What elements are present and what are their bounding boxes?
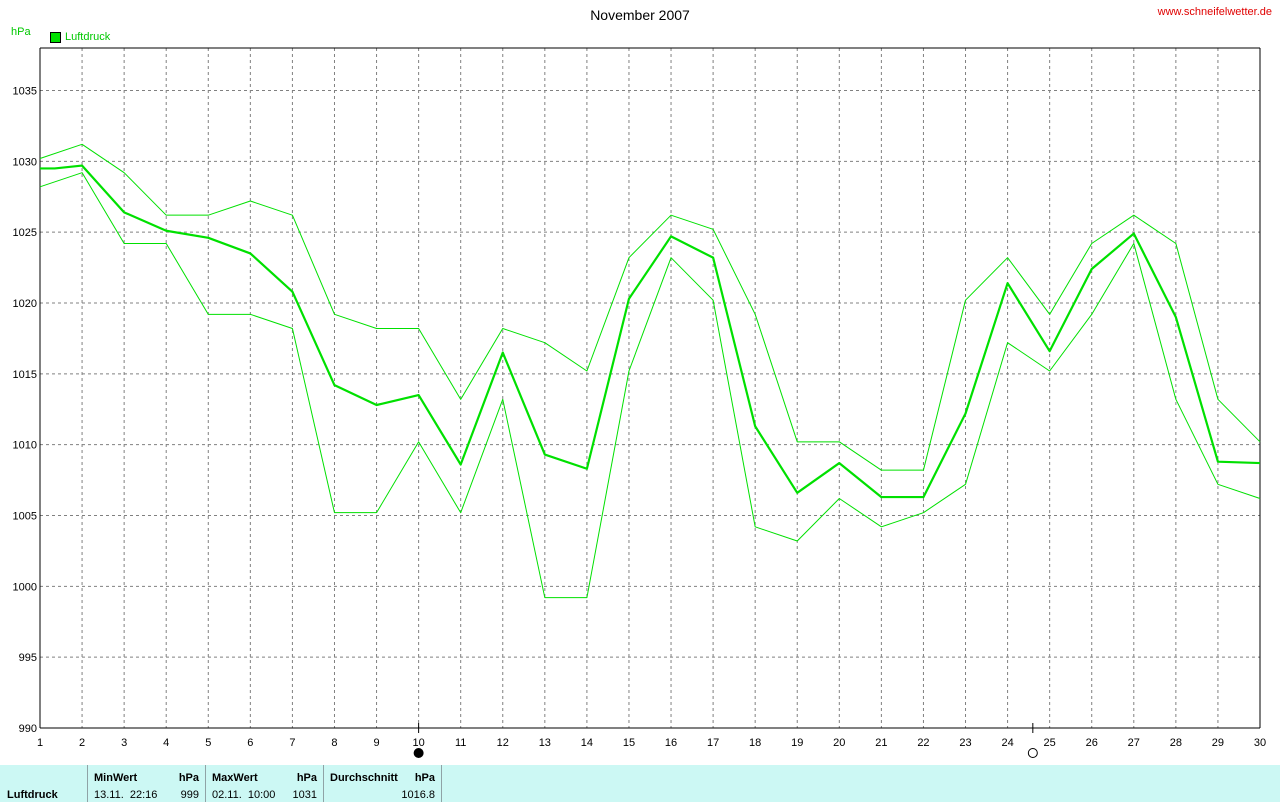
y-axis-ticks: 990 995 1000 1005 1010 1015 1020 1025 1030 1035 (13, 86, 37, 736)
site-url[interactable]: www.schneifelwetter.de (1157, 6, 1272, 18)
y-tick-label: 1015 (13, 369, 37, 381)
x-tick-label: 22 (917, 737, 929, 749)
y-tick-label: 1005 (13, 511, 37, 523)
x-tick-label: 7 (289, 737, 295, 749)
min-value: 999 (180, 789, 199, 801)
chart-axes (39, 47, 1261, 729)
summary-row-label: Luftdruck (7, 789, 58, 801)
max-datetime: 02.11. 10:00 (212, 789, 276, 801)
pressure-chart: 1 2 3 4 5 6 7 8 9 10 11 12 13 14 15 16 17 18 19 20 21 22 23 24 2… (13, 47, 1266, 758)
moon-phase-markers (413, 723, 1038, 758)
avg-unit: hPa (414, 772, 435, 784)
x-tick-label: 16 (665, 737, 677, 749)
x-tick-label: 27 (1128, 737, 1140, 749)
x-axis-ticks: 1 2 3 4 5 6 7 8 9 10 11 12 13 14 15 16 17 18 19 20 21 22 23 24 2… (37, 737, 1266, 749)
new-moon-icon (413, 748, 424, 758)
x-tick-label: 14 (581, 737, 593, 749)
x-tick-label: 24 (1001, 737, 1013, 749)
min-datetime: 13.11. 22:16 (94, 789, 158, 801)
x-tick-label: 18 (749, 737, 761, 749)
chart-grid (40, 48, 1260, 728)
x-tick-label: 17 (707, 737, 719, 749)
max-header: MaxWert (212, 772, 258, 784)
x-tick-label: 15 (623, 737, 635, 749)
x-tick-label: 10 (412, 737, 424, 749)
x-tick-label: 29 (1212, 737, 1224, 749)
x-tick-label: 8 (331, 737, 337, 749)
x-tick-label: 6 (247, 737, 253, 749)
legend-label: Luftdruck (65, 31, 111, 43)
x-tick-label: 2 (79, 737, 85, 749)
x-tick-label: 3 (121, 737, 127, 749)
x-tick-label: 11 (455, 737, 466, 749)
x-tick-label: 28 (1170, 737, 1182, 749)
summary-avg-cell: Durchschnitt hPa 1016.8 (324, 765, 442, 802)
series-line-minimum (39, 172, 1261, 599)
chart-title: November 2007 (590, 7, 690, 23)
y-tick-label: 1010 (13, 440, 37, 452)
y-tick-label: 990 (19, 723, 37, 735)
y-tick-label: 1025 (13, 227, 37, 239)
x-tick-label: 26 (1086, 737, 1098, 749)
avg-header: Durchschnitt (330, 772, 398, 784)
avg-value: 1016.8 (401, 789, 435, 801)
y-tick-label: 1035 (13, 86, 37, 98)
x-tick-label: 20 (833, 737, 845, 749)
x-tick-label: 4 (163, 737, 169, 749)
x-tick-label: 9 (373, 737, 379, 749)
min-header: MinWert (94, 772, 138, 784)
y-tick-label: 995 (19, 652, 37, 664)
min-unit: hPa (178, 772, 199, 784)
legend-swatch (50, 31, 61, 43)
x-tick-label: 13 (539, 737, 551, 749)
x-tick-label: 5 (205, 737, 211, 749)
summary-row-label-cell: Luftdruck (0, 765, 88, 802)
max-value: 1031 (292, 789, 317, 801)
series-line-average (40, 164, 1261, 499)
x-tick-label: 21 (875, 737, 887, 749)
summary-max-cell: MaxWert hPa 02.11. 10:00 1031 (206, 765, 324, 802)
chart-legend: Luftdruck (50, 31, 110, 43)
x-tick-label: 30 (1254, 737, 1266, 749)
y-tick-label: 1020 (13, 298, 37, 310)
chart-series (39, 143, 1261, 599)
y-tick-label: 1030 (13, 156, 37, 168)
x-tick-label: 12 (497, 737, 509, 749)
x-tick-label: 25 (1044, 737, 1056, 749)
summary-min-cell: MinWert hPa 13.11. 22:16 999 (88, 765, 206, 802)
x-tick-label: 1 (37, 737, 43, 749)
max-unit: hPa (296, 772, 317, 784)
y-tick-label: 1000 (13, 581, 37, 593)
x-tick-label: 23 (959, 737, 971, 749)
full-moon-icon (1027, 748, 1038, 758)
series-line-maximum (39, 143, 1261, 471)
x-tick-label: 19 (791, 737, 803, 749)
y-axis-unit: hPa (11, 26, 31, 38)
summary-table: Luftdruck MinWert hPa 13.11. 22:16 999 M… (0, 765, 1280, 802)
